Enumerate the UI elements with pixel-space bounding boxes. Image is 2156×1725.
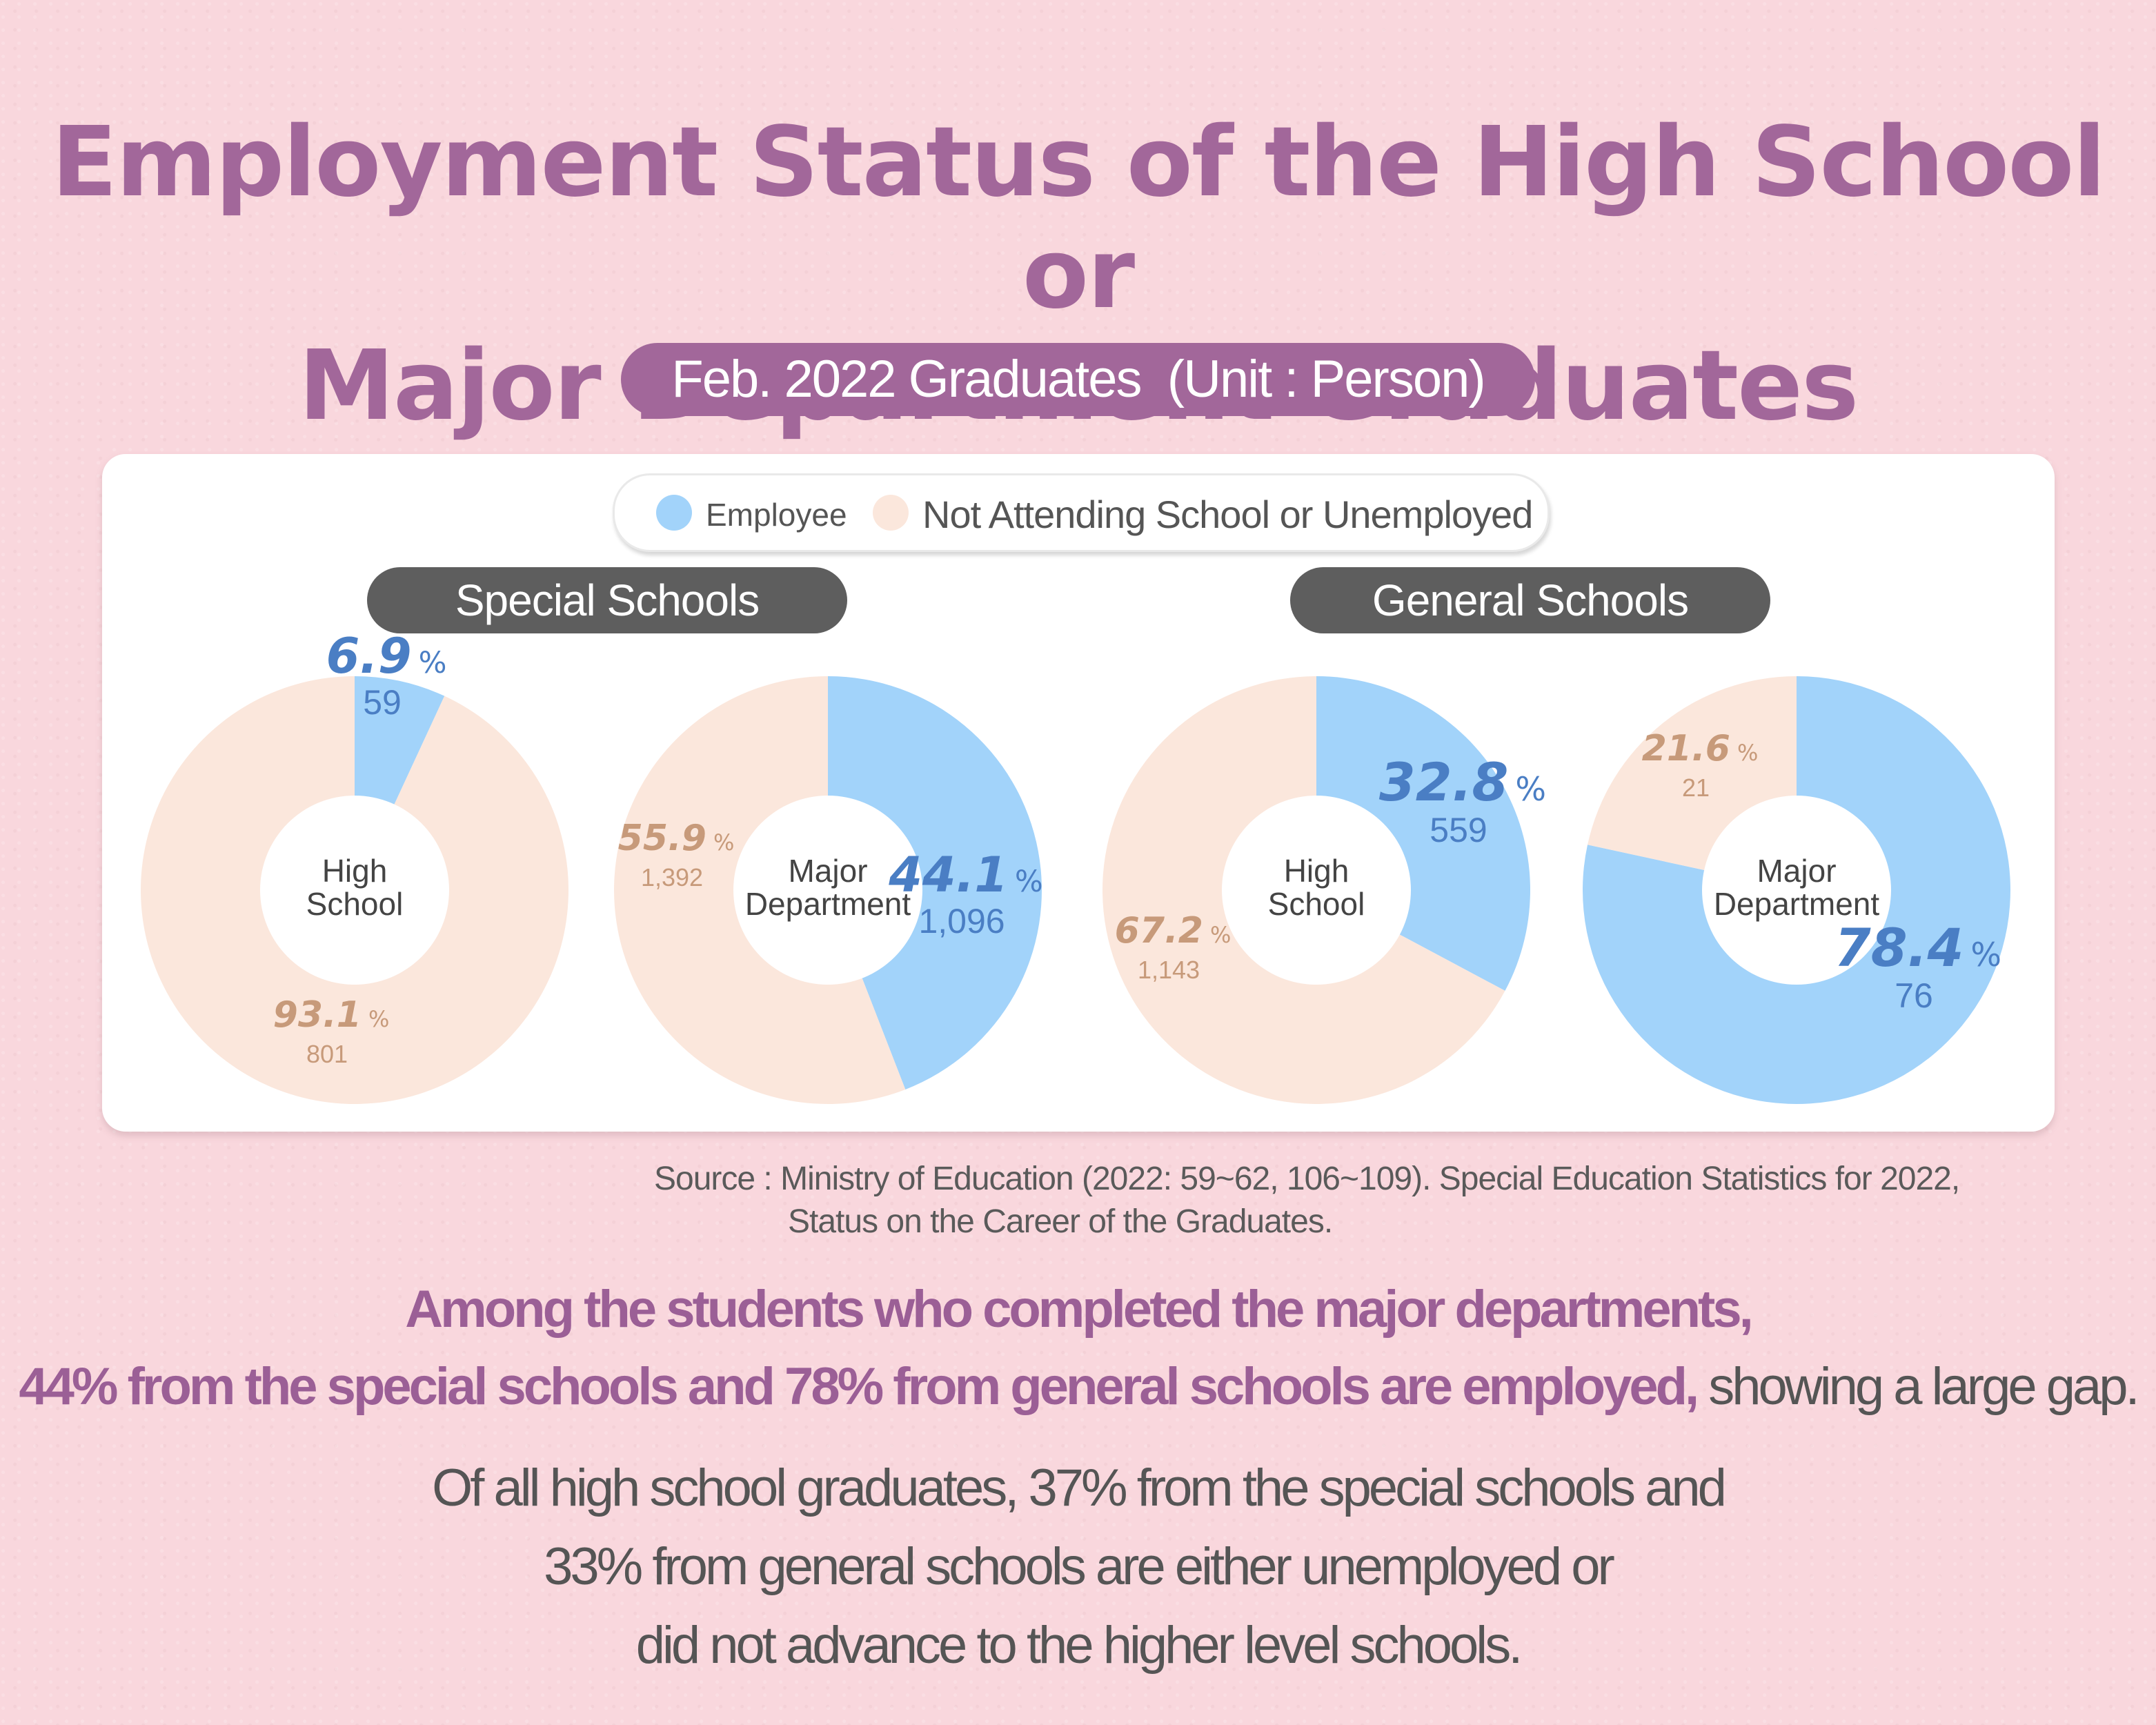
caption-major-departments: Among the students who completed the maj… bbox=[0, 1271, 2156, 1426]
count-label-other: 21 bbox=[1682, 773, 1710, 802]
percent-sign: % bbox=[713, 829, 734, 856]
percent-sign: % bbox=[1970, 936, 2001, 974]
donut-hole bbox=[733, 796, 922, 985]
subtitle-badge: Feb. 2022 Graduates (Unit : Person) bbox=[621, 343, 1535, 416]
source-line-1: Source : Ministry of Education (2022: 59… bbox=[654, 1161, 1960, 1197]
percent-label-employee: 6.9% bbox=[326, 628, 447, 684]
donut-hole bbox=[1702, 796, 1891, 985]
legend-other-label: Not Attending School or Unemployed bbox=[922, 493, 1533, 536]
count-label-other: 1,392 bbox=[641, 863, 703, 891]
caption1-highlight: 44% from the special schools and 78% fro… bbox=[19, 1357, 1699, 1416]
caption2-line-1: Of all high school graduates, 37% from t… bbox=[432, 1459, 1727, 1517]
center-label: Department bbox=[1714, 886, 1880, 922]
slice-employee bbox=[828, 676, 1042, 1090]
caption1-line-2: 44% from the special schools and 78% fro… bbox=[0, 1348, 2156, 1426]
center-label: High bbox=[322, 853, 388, 889]
count-label-employee: 559 bbox=[1430, 811, 1487, 849]
center-label: Department bbox=[745, 886, 911, 922]
caption-high-school: Of all high school graduates, 37% from t… bbox=[0, 1449, 2156, 1685]
count-label-other: 1,143 bbox=[1138, 956, 1200, 984]
donut-hole bbox=[1222, 796, 1411, 985]
legend-other-swatch bbox=[873, 495, 909, 531]
percent-sign: % bbox=[419, 646, 447, 680]
legend: Employee Not Attending School or Unemplo… bbox=[613, 473, 1550, 552]
title-line-1: Employment Status of the High School or bbox=[51, 106, 2106, 331]
center-label: School bbox=[1268, 886, 1365, 922]
caption1-rest: showing a large gap. bbox=[1697, 1357, 2139, 1416]
percent-sign: % bbox=[368, 1006, 389, 1032]
legend-employee-label: Employee bbox=[706, 497, 847, 533]
source-line-2: Status on the Career of the Graduates. bbox=[788, 1203, 1333, 1240]
count-label-employee: 76 bbox=[1895, 976, 1933, 1015]
percent-sign: % bbox=[1015, 865, 1043, 899]
group-label-special: Special Schools bbox=[367, 567, 847, 633]
percent-label-employee: 32.8% bbox=[1379, 751, 1546, 813]
center-label: Major bbox=[1757, 853, 1836, 889]
source-note: Source : Ministry of Education (2022: 59… bbox=[654, 1158, 2061, 1243]
count-label-employee: 1,096 bbox=[918, 902, 1005, 940]
caption2-line-2: 33% from general schools are either unem… bbox=[544, 1537, 1615, 1596]
caption1-line-1: Among the students who completed the maj… bbox=[405, 1280, 1753, 1339]
center-label: Major bbox=[788, 853, 867, 889]
center-label: High bbox=[1284, 853, 1349, 889]
legend-employee-swatch bbox=[656, 495, 692, 531]
group-label-general: General Schools bbox=[1290, 567, 1770, 633]
page-title: Employment Status of the High School or … bbox=[0, 107, 2156, 442]
percent-sign: % bbox=[1515, 771, 1546, 809]
center-label: School bbox=[306, 886, 404, 922]
caption2-line-3: did not advance to the higher level scho… bbox=[635, 1616, 1523, 1675]
percent-sign: % bbox=[1737, 740, 1758, 766]
count-label-other: 801 bbox=[306, 1040, 348, 1068]
donut-hole bbox=[260, 796, 449, 985]
percent-sign: % bbox=[1210, 922, 1231, 948]
count-label-employee: 59 bbox=[363, 683, 402, 722]
